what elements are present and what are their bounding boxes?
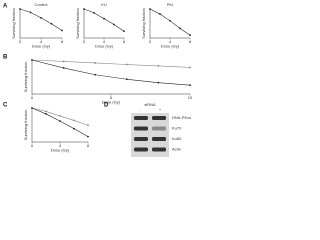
data-point	[94, 62, 97, 64]
data-point	[50, 22, 53, 25]
band	[134, 116, 148, 120]
x-tick-label: 0	[31, 95, 34, 100]
x-tick-label: 8	[189, 39, 192, 44]
x-tick-label: 0	[19, 39, 22, 44]
data-point	[179, 27, 181, 30]
band	[152, 137, 166, 141]
x-tick-label: 4	[169, 39, 172, 44]
band	[134, 137, 148, 141]
lane-label: +	[159, 107, 162, 112]
data-point	[113, 23, 115, 26]
panel-label: C	[3, 103, 8, 109]
series-line	[31, 59, 191, 86]
panel-title: KU	[101, 2, 107, 7]
figure: A Control 0 4 8 Dose (Gy) Surviving fraction KU…	[3, 2, 193, 157]
band-label: Actin	[172, 147, 181, 152]
data-point	[94, 73, 97, 76]
data-point	[31, 59, 33, 61]
band	[134, 147, 148, 152]
x-tick-label: 4	[59, 143, 62, 148]
x-axis-label: Dose (Gy)	[102, 100, 121, 105]
data-point	[123, 30, 125, 33]
x-tick-label: 8	[123, 39, 126, 44]
data-point	[62, 60, 65, 63]
x-axis-label: Dose (Gy)	[161, 44, 180, 49]
data-point	[103, 17, 105, 20]
band-label: Ku80	[172, 136, 182, 141]
data-point	[93, 11, 95, 14]
y-axis-label: Surviving fraction	[141, 8, 146, 39]
panel-label: A	[3, 4, 8, 10]
panel-title: Control	[35, 2, 48, 7]
data-point	[73, 127, 75, 130]
data-point	[19, 8, 21, 10]
band	[152, 147, 166, 152]
data-point	[61, 29, 63, 32]
x-tick-label: 4	[103, 39, 106, 44]
blot-header: siRNA	[144, 102, 156, 107]
data-point	[159, 13, 161, 15]
data-point	[125, 78, 128, 81]
y-axis-label: Surviving fraction	[23, 110, 28, 141]
data-point	[87, 135, 89, 138]
x-tick-label: 8	[87, 143, 90, 148]
x-axis-label: Dose (Gy)	[95, 44, 114, 49]
data-point	[87, 124, 89, 127]
panel-title: PKI	[167, 2, 173, 7]
data-point	[59, 115, 61, 117]
x-tick-label: 10	[188, 95, 193, 100]
data-point	[189, 34, 191, 36]
data-point	[40, 17, 42, 19]
data-point	[62, 67, 65, 69]
data-point	[29, 11, 32, 14]
panel-label: B	[3, 55, 8, 61]
x-tick-label: 0	[83, 39, 86, 44]
data-point	[157, 65, 160, 67]
series-line	[31, 59, 191, 68]
x-axis-label: Dose (Gy)	[32, 44, 51, 49]
series-line	[149, 8, 191, 36]
x-axis-label: Dose (Gy)	[51, 148, 70, 153]
data-point	[149, 8, 151, 10]
x-tick-label: 0	[149, 39, 152, 44]
y-axis-label: Surviving fraction	[75, 8, 80, 39]
series-line	[83, 8, 125, 32]
data-point	[189, 84, 191, 87]
data-point	[73, 119, 75, 122]
data-point	[169, 19, 171, 22]
band-label: DNA-PKcs	[172, 115, 191, 120]
data-point	[59, 120, 61, 122]
x-tick-label: 4	[40, 39, 43, 44]
band	[152, 126, 166, 131]
data-point	[31, 107, 33, 109]
band	[134, 126, 148, 131]
data-point	[125, 63, 128, 66]
x-tick-label: 0	[31, 143, 34, 148]
data-point	[83, 8, 85, 10]
panel-label: D	[104, 103, 109, 109]
band-label: Ku70	[172, 126, 182, 131]
y-axis-label: Surviving fraction	[23, 62, 28, 93]
y-axis-label: Surviving fraction	[11, 8, 16, 39]
band	[152, 116, 166, 120]
data-point	[157, 81, 160, 84]
data-point	[189, 66, 191, 69]
lane-label: -	[139, 107, 141, 112]
data-point	[45, 113, 47, 115]
series-line	[19, 8, 63, 31]
x-tick-label: 8	[61, 39, 64, 44]
data-point	[45, 110, 47, 113]
x-tick-label: 5	[110, 95, 113, 100]
